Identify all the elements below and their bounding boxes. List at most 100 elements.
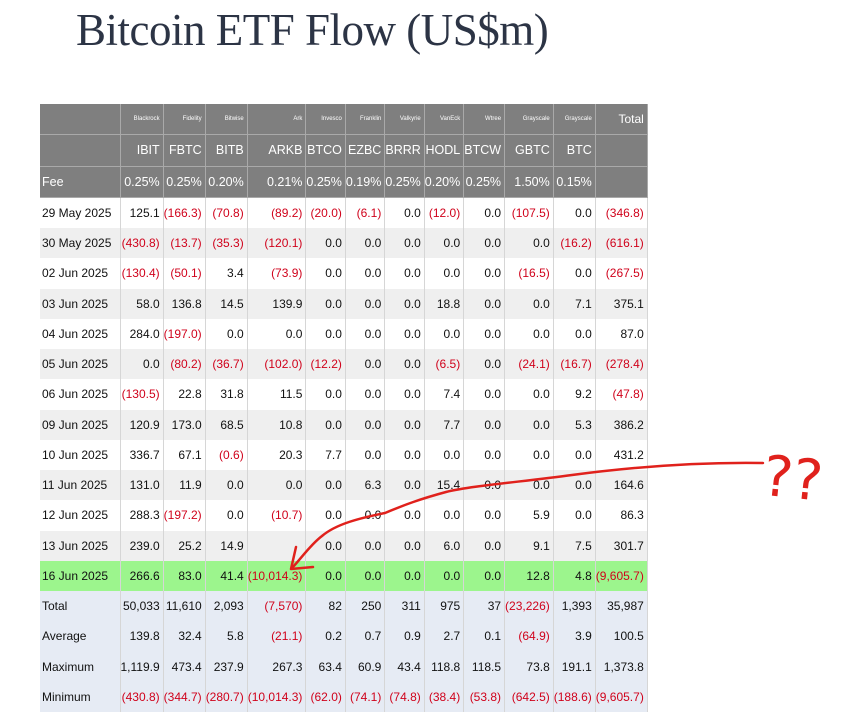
flow-cell: 0.0 bbox=[504, 379, 554, 410]
flow-cell: 0.0 bbox=[305, 318, 346, 349]
flow-cell: 0.0 bbox=[345, 228, 386, 259]
flow-cell: 0.0 bbox=[463, 530, 506, 561]
flow-cell: 0.0 bbox=[463, 197, 506, 228]
flow-cell: 25.2 bbox=[163, 530, 206, 561]
date-cell: 16 Jun 2025 bbox=[40, 560, 121, 591]
flow-cell: 0.0 bbox=[463, 258, 506, 289]
daily-flow-row: 11 Jun 2025 131.0 11.9 0.0 0.0 0.0 6.3 0.0 15.4 0… bbox=[40, 470, 648, 501]
issuer-header: Grayscale bbox=[553, 104, 596, 136]
summary-cell: (280.7) bbox=[205, 681, 248, 712]
flow-cell: 0.0 bbox=[463, 409, 506, 440]
summary-cell: 2,093 bbox=[205, 591, 248, 622]
flow-cell: 0.0 bbox=[305, 500, 346, 531]
flow-cell: 14.5 bbox=[205, 288, 248, 319]
flow-cell: (102.0) bbox=[247, 349, 307, 380]
flow-cell: 9.1 bbox=[504, 530, 554, 561]
date-cell: 05 Jun 2025 bbox=[40, 349, 121, 380]
flow-cell: 6.0 bbox=[424, 530, 465, 561]
header-issuer-row: Blackrock Fidelity Bitwise Ark Invesco Frankl… bbox=[40, 104, 648, 136]
date-cell: 29 May 2025 bbox=[40, 197, 121, 228]
fee-cell: 0.19% bbox=[345, 166, 386, 198]
flow-cell: 125.1 bbox=[120, 197, 164, 228]
etf-flow-table: Blackrock Fidelity Bitwise Ark Invesco Frankl… bbox=[40, 104, 648, 712]
daily-flow-row: 10 Jun 2025 336.7 67.1 (0.6) 20.3 7.7 0.0 0.0 0.… bbox=[40, 439, 648, 470]
flow-cell bbox=[247, 530, 307, 561]
flow-cell: 0.0 bbox=[384, 560, 425, 591]
summary-cell: 60.9 bbox=[345, 651, 386, 682]
flow-cell: 0.0 bbox=[504, 470, 554, 501]
summary-cell: (21.1) bbox=[247, 621, 307, 652]
flow-cell: 12.8 bbox=[504, 560, 554, 591]
flow-cell: 0.0 bbox=[247, 318, 307, 349]
flow-cell: (0.6) bbox=[205, 439, 248, 470]
flow-cell: 5.3 bbox=[553, 409, 596, 440]
flow-cell: 0.0 bbox=[504, 409, 554, 440]
flow-cell: 120.9 bbox=[120, 409, 164, 440]
flow-cell: (166.3) bbox=[163, 197, 206, 228]
summary-cell: 191.1 bbox=[553, 651, 596, 682]
flow-cell: 5.9 bbox=[504, 500, 554, 531]
summary-cell: (642.5) bbox=[504, 681, 554, 712]
flow-cell: 0.0 bbox=[384, 379, 425, 410]
flow-cell: (16.7) bbox=[553, 349, 596, 380]
ticker-header: BITB bbox=[205, 134, 248, 167]
row-total-cell: 301.7 bbox=[595, 530, 648, 561]
flow-cell: 0.0 bbox=[205, 500, 248, 531]
flow-cell: 0.0 bbox=[345, 439, 386, 470]
daily-flow-row: 03 Jun 2025 58.0 136.8 14.5 139.9 0.0 0.0 0.0 18… bbox=[40, 288, 648, 319]
issuer-header: Blackrock bbox=[120, 104, 164, 136]
flow-cell: (107.5) bbox=[504, 197, 554, 228]
flow-cell: 266.6 bbox=[120, 560, 164, 591]
flow-cell: 0.0 bbox=[424, 439, 465, 470]
summary-cell: 32.4 bbox=[163, 621, 206, 652]
ticker-header: BTCO bbox=[305, 134, 346, 167]
flow-cell: 0.0 bbox=[463, 560, 506, 591]
summary-total-cell: 100.5 bbox=[595, 621, 648, 652]
summary-cell: 50,033 bbox=[120, 591, 164, 622]
summary-label: Average bbox=[40, 621, 121, 652]
flow-cell: (89.2) bbox=[247, 197, 307, 228]
flow-cell: 288.3 bbox=[120, 500, 164, 531]
date-cell: 06 Jun 2025 bbox=[40, 379, 121, 410]
flow-cell: 0.0 bbox=[553, 197, 596, 228]
row-total-cell: 431.2 bbox=[595, 439, 648, 470]
issuer-header: Fidelity bbox=[163, 104, 206, 136]
flow-cell: 0.0 bbox=[345, 409, 386, 440]
summary-cell: (38.4) bbox=[424, 681, 465, 712]
fee-row: Fee 0.25% 0.25% 0.20% 0.21% 0.25% 0.19% 0.25% 0.… bbox=[40, 166, 648, 198]
flow-cell: 0.0 bbox=[463, 349, 506, 380]
date-cell: 11 Jun 2025 bbox=[40, 470, 121, 501]
summary-cell: 473.4 bbox=[163, 651, 206, 682]
flow-cell: 0.0 bbox=[384, 439, 425, 470]
row-total-cell: 375.1 bbox=[595, 288, 648, 319]
summary-cell: (74.8) bbox=[384, 681, 425, 712]
row-total-cell: (616.1) bbox=[595, 228, 648, 259]
flow-cell: 0.0 bbox=[345, 288, 386, 319]
ticker-header: BRRR bbox=[384, 134, 425, 167]
summary-cell: 311 bbox=[384, 591, 425, 622]
flow-cell: 0.0 bbox=[305, 560, 346, 591]
summary-cell: 73.8 bbox=[504, 651, 554, 682]
flow-cell: 0.0 bbox=[504, 228, 554, 259]
flow-cell: 0.0 bbox=[305, 258, 346, 289]
flow-cell: 67.1 bbox=[163, 439, 206, 470]
summary-label: Maximum bbox=[40, 651, 121, 682]
issuer-header: Ark bbox=[247, 104, 307, 136]
flow-cell: 0.0 bbox=[463, 379, 506, 410]
summary-cell: 1,119.9 bbox=[120, 651, 164, 682]
row-total-cell: (9,605.7) bbox=[595, 560, 648, 591]
header-blank bbox=[595, 134, 648, 167]
total-header: Total bbox=[595, 104, 648, 136]
summary-cell: 250 bbox=[345, 591, 386, 622]
flow-cell: 0.0 bbox=[305, 379, 346, 410]
flow-cell: (10,014.3) bbox=[247, 560, 307, 591]
daily-flow-row: 02 Jun 2025 (130.4) (50.1) 3.4 (73.9) 0.0 0.0 0… bbox=[40, 258, 648, 289]
summary-cell: 118.8 bbox=[424, 651, 465, 682]
flow-cell: 0.0 bbox=[463, 288, 506, 319]
flow-cell: 0.0 bbox=[504, 318, 554, 349]
header-ticker-row: IBIT FBTC BITB ARKB BTCO EZBC BRRR HODL BTCW GBTC… bbox=[40, 134, 648, 167]
flow-cell: 239.0 bbox=[120, 530, 164, 561]
flow-cell: 0.0 bbox=[463, 439, 506, 470]
daily-flow-row: 30 May 2025 (430.8) (13.7) (35.3) (120.1) 0.0… bbox=[40, 228, 648, 259]
flow-cell: 139.9 bbox=[247, 288, 307, 319]
